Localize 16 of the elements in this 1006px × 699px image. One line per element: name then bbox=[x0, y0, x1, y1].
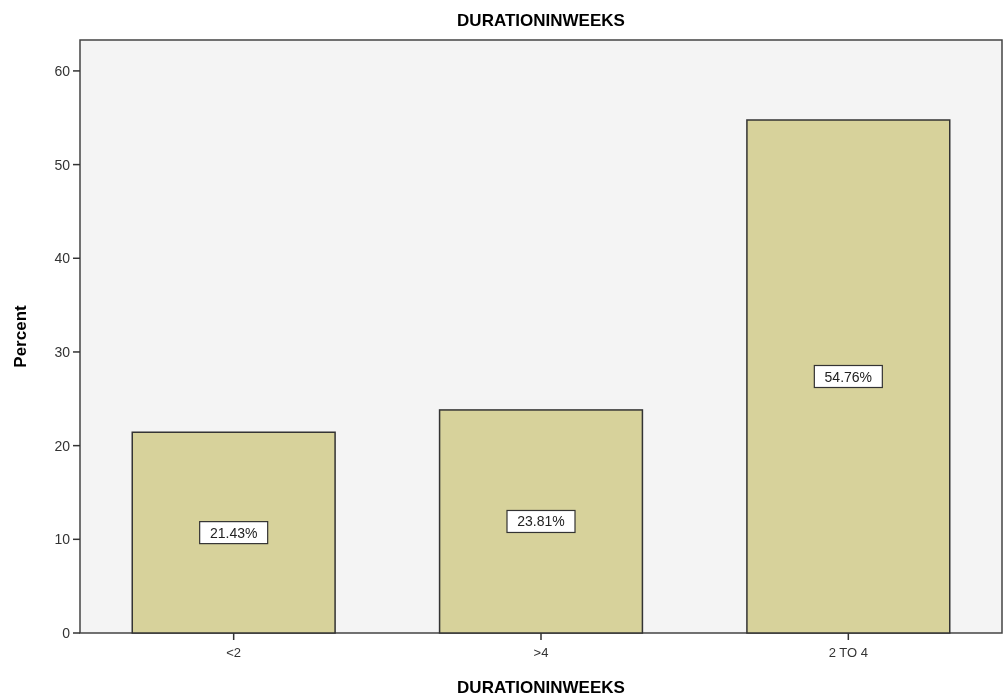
x-axis-title: DURATIONINWEEKS bbox=[457, 678, 625, 697]
y-tick-label: 10 bbox=[54, 531, 71, 548]
y-tick-label: 20 bbox=[54, 437, 71, 454]
chart-title: DURATIONINWEEKS bbox=[457, 11, 625, 30]
x-tick-label: >4 bbox=[533, 645, 549, 660]
y-tick-label: 60 bbox=[54, 62, 71, 79]
y-tick-label: 40 bbox=[54, 250, 71, 267]
y-tick-label: 50 bbox=[54, 156, 71, 173]
x-tick-label: 2 TO 4 bbox=[828, 645, 868, 660]
data-label: 23.81% bbox=[517, 513, 565, 530]
data-label: 54.76% bbox=[824, 368, 873, 385]
y-tick-label: 30 bbox=[54, 343, 71, 360]
x-tick-label: <2 bbox=[226, 645, 242, 660]
data-label: 21.43% bbox=[209, 524, 258, 541]
y-tick-label: 0 bbox=[62, 625, 71, 641]
y-axis-title: Percent bbox=[11, 304, 30, 368]
